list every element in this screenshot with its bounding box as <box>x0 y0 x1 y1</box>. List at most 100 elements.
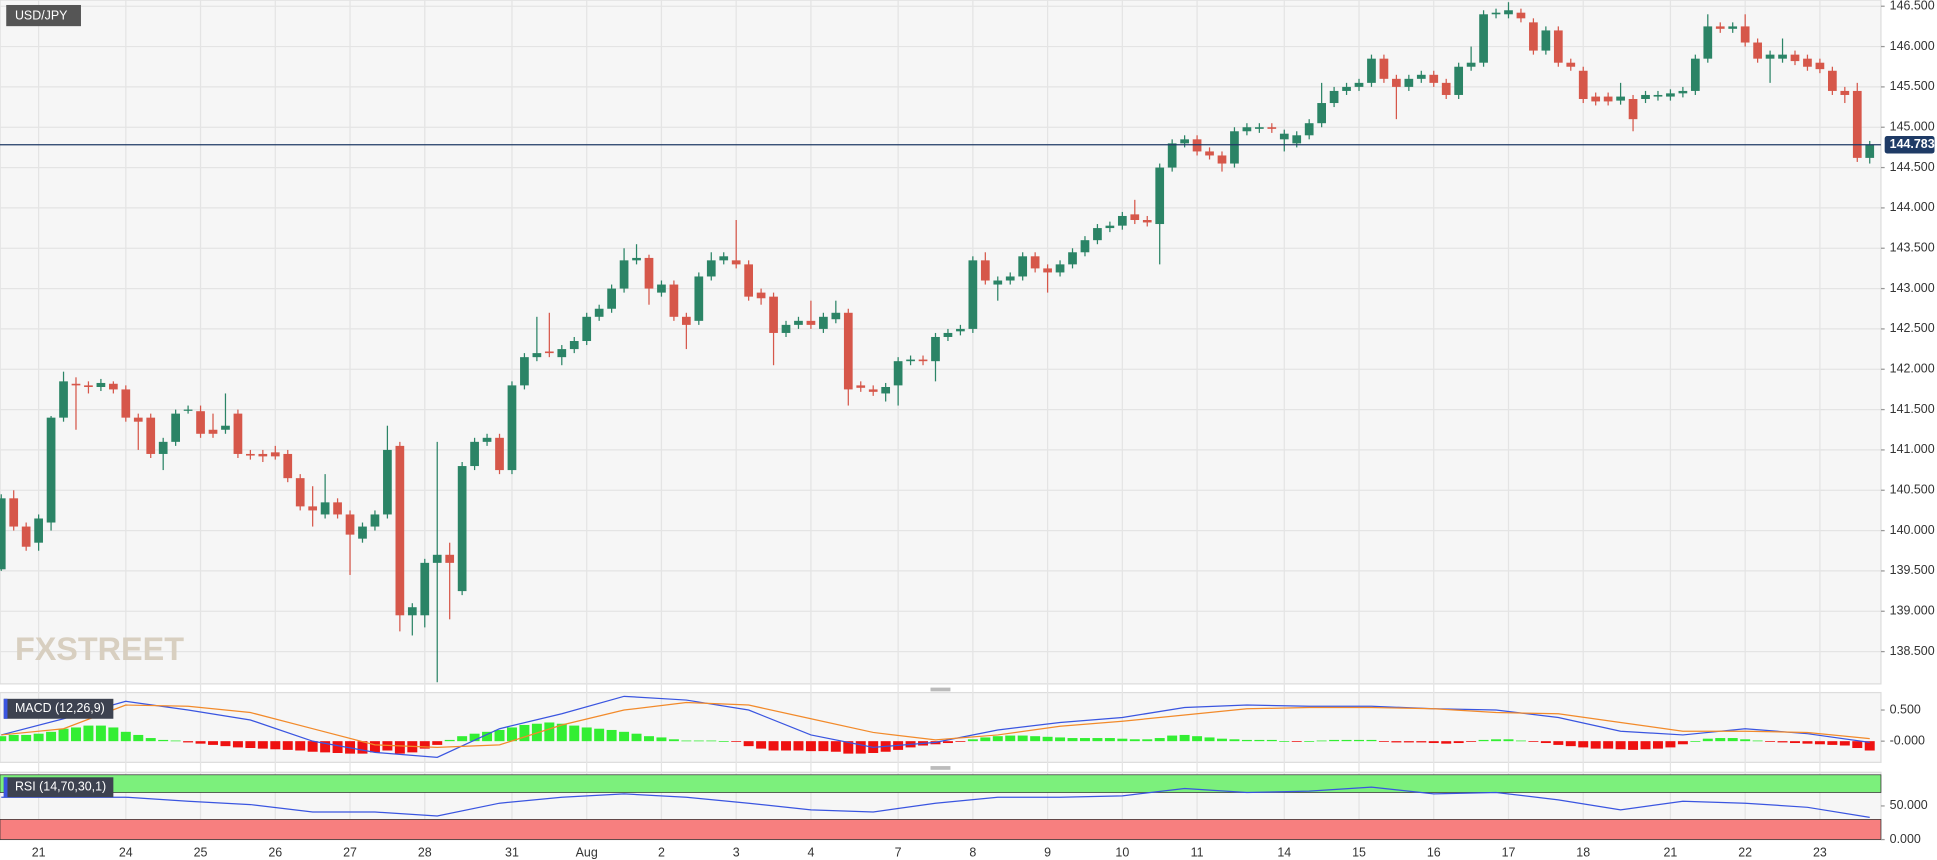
candle-body <box>769 296 778 333</box>
x-tick-label: 23 <box>1813 846 1827 860</box>
candle-body <box>432 554 442 563</box>
histogram-bar <box>1565 741 1576 747</box>
candle-body <box>594 308 604 317</box>
histogram-bar <box>257 741 268 749</box>
candle-body <box>1753 42 1762 59</box>
candle-body <box>383 449 392 515</box>
histogram-bar <box>1715 738 1726 742</box>
candle-body <box>1778 54 1787 59</box>
histogram-bar <box>457 736 468 742</box>
histogram-bar <box>992 736 1003 742</box>
candle-body <box>1553 30 1563 63</box>
histogram-bar <box>942 741 953 744</box>
y-tick-label: 143.500 <box>1890 241 1935 255</box>
histogram-bar <box>1316 740 1327 742</box>
y-tick-label: 139.000 <box>1890 604 1935 618</box>
histogram-bar <box>1241 739 1252 742</box>
histogram-bar <box>818 741 829 752</box>
histogram-bar <box>1466 741 1477 742</box>
candle-body <box>407 607 417 616</box>
candle-body <box>158 441 168 454</box>
candle-body <box>1205 151 1214 156</box>
histogram-bar <box>1441 741 1452 744</box>
histogram-bar <box>1765 741 1776 742</box>
candle-body <box>246 453 255 456</box>
histogram-bar <box>158 739 169 742</box>
candle-body <box>1354 82 1364 87</box>
histogram-bar <box>1428 741 1439 744</box>
histogram-bar <box>544 722 555 742</box>
histogram-bar <box>1603 741 1614 749</box>
candle-body <box>582 316 592 342</box>
histogram-bar <box>208 741 218 745</box>
histogram-bar <box>1677 741 1688 745</box>
candle-body <box>0 498 6 570</box>
candle-body <box>1080 240 1090 253</box>
x-tick-label: 21 <box>1664 846 1678 860</box>
candle-body <box>719 256 729 261</box>
histogram-bar <box>1615 741 1626 750</box>
histogram-bar <box>0 736 7 742</box>
histogram-bar <box>1304 741 1315 742</box>
y-tick-label: 142.000 <box>1890 362 1935 376</box>
candle-body <box>1666 93 1675 97</box>
grid <box>0 0 1885 841</box>
candle-body <box>34 518 43 543</box>
x-tick-label: 7 <box>895 846 902 860</box>
candle-body <box>1342 86 1351 91</box>
histogram-bar <box>133 734 144 742</box>
candle-body <box>1155 167 1165 225</box>
panel-handle[interactable] <box>930 766 951 770</box>
histogram-bar <box>519 724 530 742</box>
candle-body <box>1441 82 1451 95</box>
histogram-bar <box>307 741 318 752</box>
candle-body <box>1230 131 1239 164</box>
candle-body <box>607 288 616 309</box>
candle-body <box>1392 78 1401 87</box>
candle-body <box>1653 94 1663 97</box>
histogram-bar <box>1416 741 1427 743</box>
candle-body <box>893 361 903 386</box>
candle-body <box>445 554 455 563</box>
x-tick-label: Aug <box>576 846 598 860</box>
candle-body <box>694 276 704 321</box>
y-tick-label: 0.500 <box>1890 702 1921 716</box>
histogram-bar <box>1740 739 1751 742</box>
marks <box>0 2 1881 819</box>
histogram-bar <box>569 725 580 742</box>
histogram-bar <box>1354 739 1364 742</box>
candle-body <box>1603 96 1613 102</box>
histogram-bar <box>1827 741 1838 745</box>
panel-handle[interactable] <box>930 687 951 692</box>
overbought-band <box>0 774 1882 793</box>
x-tick-label: 4 <box>807 846 814 860</box>
histogram-bar <box>1403 741 1414 743</box>
candle-body <box>657 284 666 293</box>
histogram-bar <box>1864 741 1875 751</box>
candle-body <box>1167 143 1177 168</box>
candle-body <box>1865 144 1875 158</box>
candle-body <box>669 284 679 317</box>
histogram-bar <box>1515 740 1526 742</box>
histogram-bar <box>1291 741 1302 742</box>
histogram-bar <box>1814 741 1825 745</box>
histogram-bar <box>1665 741 1676 748</box>
candle-body <box>1628 98 1638 120</box>
histogram-bar <box>1690 741 1701 742</box>
histogram-bar <box>145 738 156 742</box>
candle-body <box>1678 90 1688 94</box>
histogram-bar <box>506 727 517 742</box>
histogram-bar <box>980 737 991 742</box>
candle-body <box>1616 96 1625 101</box>
histogram-bar <box>1179 734 1190 742</box>
candle-body <box>1267 127 1277 129</box>
candle-body <box>706 260 716 277</box>
histogram-bar <box>444 739 455 742</box>
y-tick-label: 146.000 <box>1890 39 1935 53</box>
candle-body <box>806 320 816 325</box>
candle-body <box>1255 127 1264 129</box>
histogram-bar <box>1092 738 1103 742</box>
candle-body <box>320 502 330 515</box>
x-tick-label: 27 <box>343 846 357 860</box>
candle-body <box>993 280 1003 285</box>
